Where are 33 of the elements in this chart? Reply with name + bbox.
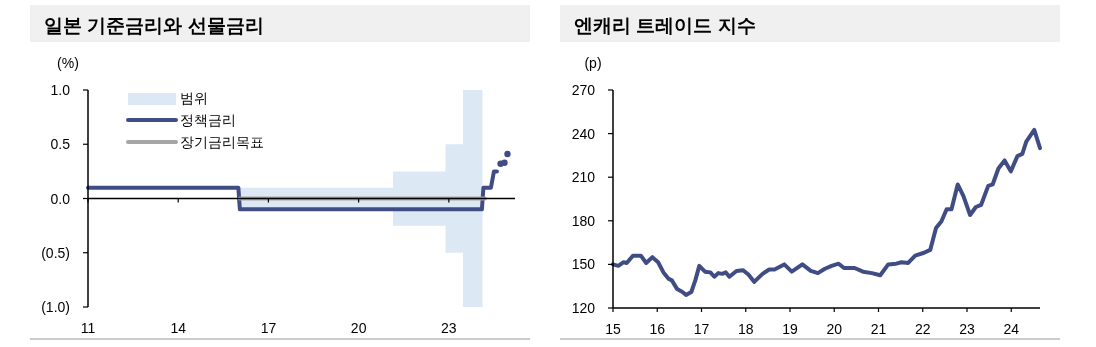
x-tick-label: 16 <box>649 321 666 337</box>
x-tick-label: 14 <box>170 320 187 336</box>
x-tick-label: 22 <box>914 321 931 337</box>
x-tick-label: 23 <box>959 321 975 337</box>
chart-title: 일본 기준금리와 선물금리 <box>44 15 264 36</box>
y-tick-label: 120 <box>571 300 596 316</box>
y-tick-label: 0.5 <box>50 136 71 153</box>
x-tick-label: 21 <box>870 321 887 337</box>
y-tick-label: 0.0 <box>50 190 71 207</box>
y-tick-label: 210 <box>571 169 596 186</box>
y-tick-label: 240 <box>571 125 596 142</box>
x-tick-label: 17 <box>693 321 710 337</box>
x-tick-label: 20 <box>826 321 843 337</box>
legend-label: 정책금리 <box>180 112 236 128</box>
x-tick-label: 15 <box>605 321 621 337</box>
y-tick-label: 180 <box>571 212 596 229</box>
x-tick-label: 23 <box>441 320 457 336</box>
y-axis-title: (p) <box>584 55 602 71</box>
x-tick-label: 19 <box>782 321 798 337</box>
x-tick-label: 18 <box>737 321 754 337</box>
x-tick-label: 24 <box>1003 321 1020 337</box>
legend-label: 범위 <box>180 90 208 106</box>
y-tick-label: (0.5) <box>41 244 70 261</box>
y-axis-title: (%) <box>57 55 79 71</box>
chart-title: 엔캐리 트레이드 지수 <box>574 15 756 36</box>
legend-label: 장기금리목표 <box>180 134 264 150</box>
y-tick-label: 1.0 <box>50 82 71 98</box>
x-tick-label: 20 <box>350 320 367 336</box>
y-tick-label: 150 <box>571 256 596 273</box>
x-tick-label: 11 <box>80 320 96 336</box>
y-tick-label: 270 <box>571 82 596 98</box>
x-tick-label: 17 <box>260 320 277 336</box>
y-tick-label: (1.0) <box>41 299 70 315</box>
